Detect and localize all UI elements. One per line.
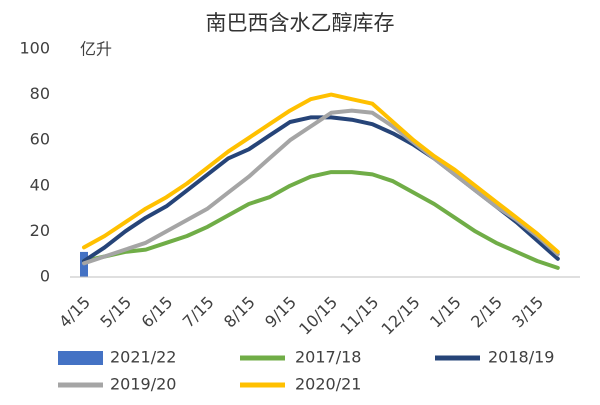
x-tick-label: 5/15 xyxy=(96,293,135,332)
legend-label: 2017/18 xyxy=(295,348,361,367)
y-tick-label: 80 xyxy=(30,84,50,103)
x-tick-label: 3/15 xyxy=(508,293,547,332)
y-axis-unit: 亿升 xyxy=(80,40,112,59)
y-tick-label: 40 xyxy=(30,175,50,194)
x-tick-label: 10/15 xyxy=(295,293,341,339)
y-tick-label: 100 xyxy=(19,39,50,58)
x-tick-label: 7/15 xyxy=(179,293,218,332)
x-tick-label: 8/15 xyxy=(220,293,259,332)
line xyxy=(82,92,560,254)
y-tick-label: 0 xyxy=(40,267,50,286)
line xyxy=(82,108,560,266)
x-tick-label: 4/15 xyxy=(55,293,94,332)
legend-label: 2019/20 xyxy=(110,375,176,394)
x-tick-label: 11/15 xyxy=(336,293,382,339)
x-tick-label: 2/15 xyxy=(467,293,506,332)
legend-label: 2021/22 xyxy=(110,348,176,367)
legend-label: 2020/21 xyxy=(295,375,361,394)
x-tick-label: 1/15 xyxy=(426,293,465,332)
x-tick-label: 12/15 xyxy=(378,293,424,339)
y-tick-label: 60 xyxy=(30,130,50,149)
chart-title: 南巴西含水乙醇库存 xyxy=(206,11,395,35)
legend-marker xyxy=(58,351,103,365)
y-tick-label: 20 xyxy=(30,221,50,240)
legend-label: 2018/19 xyxy=(488,348,554,367)
x-tick-label: 6/15 xyxy=(138,293,177,332)
line xyxy=(82,170,560,270)
